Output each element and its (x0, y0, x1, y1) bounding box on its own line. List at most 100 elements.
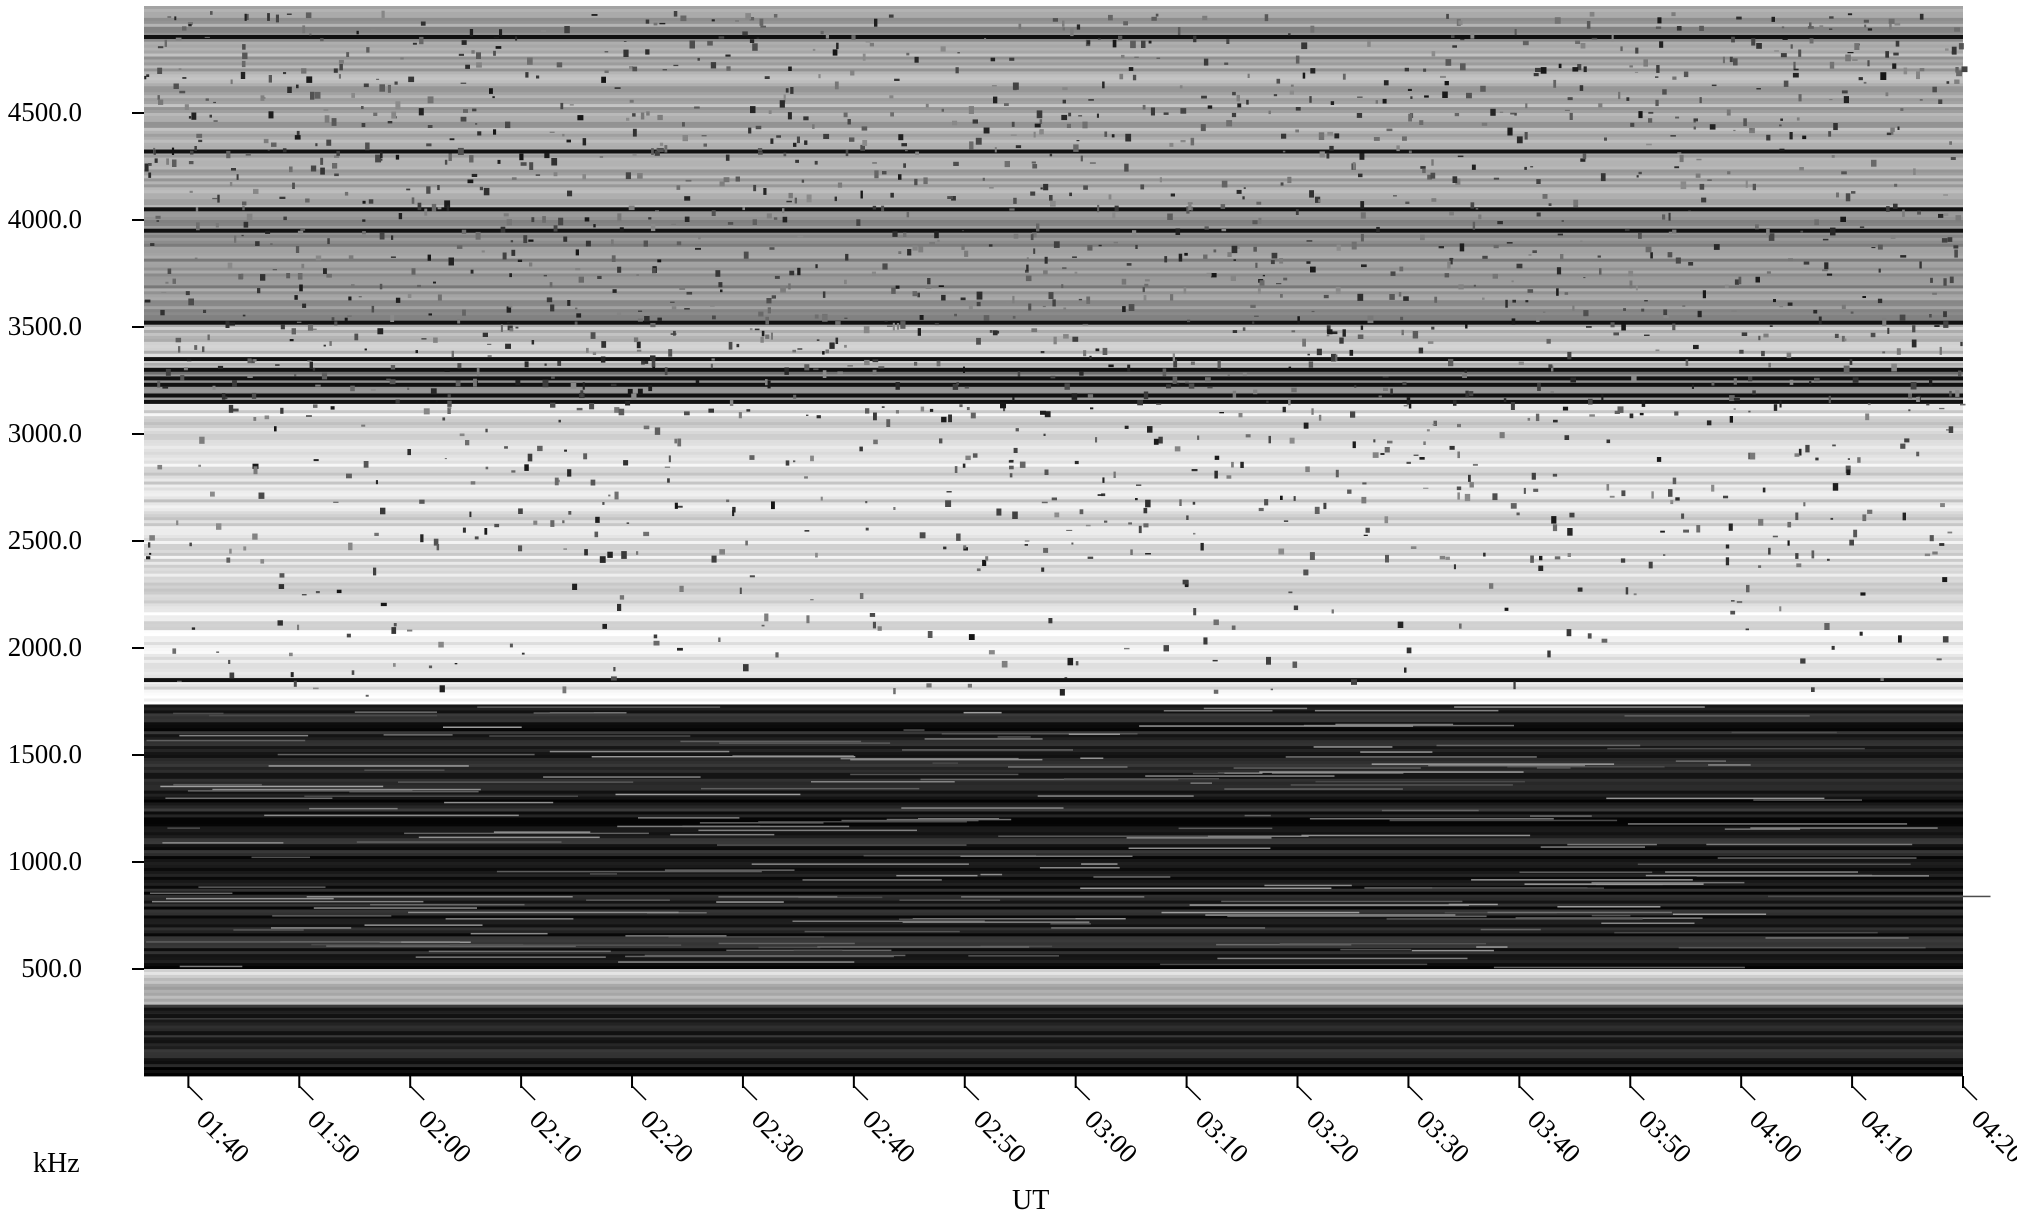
noise-speck (632, 154, 637, 156)
noise-speck (294, 373, 297, 377)
noise-speck (1746, 584, 1750, 593)
noise-speck (1766, 229, 1770, 236)
noise-speck (1674, 411, 1679, 416)
noise-speck (198, 139, 203, 143)
noise-speck (1787, 302, 1793, 306)
noise-speck (917, 328, 921, 336)
spectrogram-row (144, 139, 1963, 144)
noise-speck (1826, 273, 1833, 276)
noise-speck (227, 262, 233, 269)
noise-speck (860, 190, 863, 199)
noise-speck (493, 50, 496, 56)
noise-speck (1034, 123, 1041, 128)
noise-speck (455, 380, 461, 387)
noise-speck (1745, 628, 1749, 631)
noise-speck (1512, 299, 1516, 303)
noise-speck (1583, 310, 1589, 317)
spectrogram-row (144, 523, 1963, 527)
noise-speck (743, 251, 749, 259)
noise-speck (381, 10, 385, 18)
noise-speck (1446, 13, 1449, 19)
band-streak (1264, 884, 1352, 887)
noise-speck (1458, 20, 1463, 25)
spectrogram-row (144, 621, 1963, 625)
noise-speck (729, 400, 734, 406)
spectrogram-row (144, 526, 1963, 530)
spectrogram-row (144, 436, 1963, 441)
noise-speck (1432, 424, 1436, 426)
noise-speck (1582, 153, 1587, 160)
spectrogram-row (144, 11, 1963, 16)
noise-speck (1397, 621, 1404, 628)
noise-speck (1097, 204, 1100, 213)
noise-speck (1276, 78, 1281, 84)
noise-speck (726, 66, 731, 71)
noise-speck (1009, 208, 1015, 211)
noise-speck (1361, 496, 1367, 504)
noise-speck (648, 385, 653, 392)
noise-speck (1736, 601, 1743, 604)
noise-speck (600, 356, 606, 363)
noise-speck (644, 360, 649, 364)
noise-speck (313, 404, 318, 408)
spectrogram-row (144, 951, 1963, 955)
noise-speck (1444, 273, 1450, 278)
noise-speck (315, 143, 318, 147)
noise-speck (1934, 325, 1940, 327)
noise-speck (257, 288, 261, 294)
noise-speck (1408, 150, 1412, 154)
band-streak (449, 944, 682, 946)
noise-speck (1774, 50, 1779, 52)
noise-speck (1399, 266, 1404, 272)
noise-speck (231, 168, 236, 171)
band-streak (533, 712, 594, 714)
noise-speck (963, 545, 967, 549)
noise-speck (446, 205, 450, 211)
noise-speck (822, 351, 825, 355)
band-streak (306, 896, 573, 898)
noise-speck (636, 551, 639, 555)
spectrogram-row (144, 900, 1963, 905)
noise-speck (1048, 292, 1054, 300)
noise-speck (346, 633, 351, 638)
spectrogram-row (144, 362, 1963, 367)
noise-speck (493, 36, 499, 39)
noise-speck (1040, 187, 1043, 190)
noise-speck (749, 455, 755, 460)
noise-speck (1577, 587, 1583, 592)
spectrogram-row (144, 312, 1963, 316)
noise-speck (241, 234, 244, 237)
noise-speck (1145, 499, 1151, 508)
noise-speck (582, 174, 586, 180)
noise-speck (912, 291, 918, 297)
noise-speck (1943, 194, 1948, 196)
noise-speck (1943, 213, 1949, 216)
noise-speck (268, 75, 272, 83)
spectrogram-row (144, 805, 1963, 809)
spectrogram-row (144, 597, 1963, 601)
noise-speck (961, 244, 965, 250)
spectrogram-row (144, 567, 1963, 572)
noise-speck (421, 338, 427, 340)
noise-speck (1489, 583, 1494, 589)
noise-speck (557, 361, 562, 366)
spectrogram-row (144, 332, 1963, 337)
band-streak (863, 854, 1037, 857)
noise-speck (1169, 142, 1174, 147)
noise-speck (996, 330, 1000, 334)
noise-speck (1071, 393, 1078, 400)
noise-speck (1929, 535, 1934, 542)
spectrogram-row (144, 59, 1963, 63)
noise-speck (144, 163, 149, 172)
noise-speck (1266, 400, 1269, 403)
noise-speck (701, 135, 707, 137)
noise-speck (1240, 461, 1244, 468)
noise-speck (1693, 118, 1698, 122)
noise-speck (636, 341, 641, 349)
spectrogram-row (144, 529, 1963, 533)
noise-speck (801, 179, 805, 183)
noise-speck (1049, 153, 1053, 157)
noise-speck (1542, 194, 1548, 199)
spectrogram-row (144, 422, 1963, 426)
noise-speck (1811, 687, 1815, 692)
